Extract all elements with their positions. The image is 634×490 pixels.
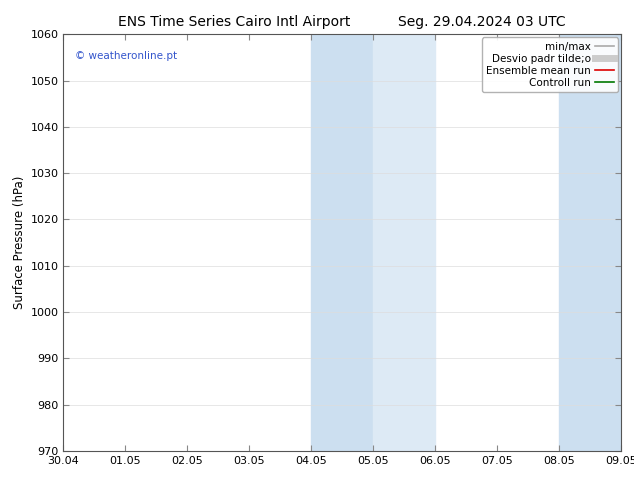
Text: © weatheronline.pt: © weatheronline.pt — [75, 51, 177, 61]
Y-axis label: Surface Pressure (hPa): Surface Pressure (hPa) — [13, 176, 26, 309]
Bar — [373, 34, 436, 451]
Bar — [311, 34, 373, 451]
Text: Seg. 29.04.2024 03 UTC: Seg. 29.04.2024 03 UTC — [398, 15, 566, 29]
Text: ENS Time Series Cairo Intl Airport: ENS Time Series Cairo Intl Airport — [119, 15, 351, 29]
Bar — [559, 34, 621, 451]
Legend: min/max, Desvio padr tilde;o, Ensemble mean run, Controll run: min/max, Desvio padr tilde;o, Ensemble m… — [482, 37, 618, 92]
